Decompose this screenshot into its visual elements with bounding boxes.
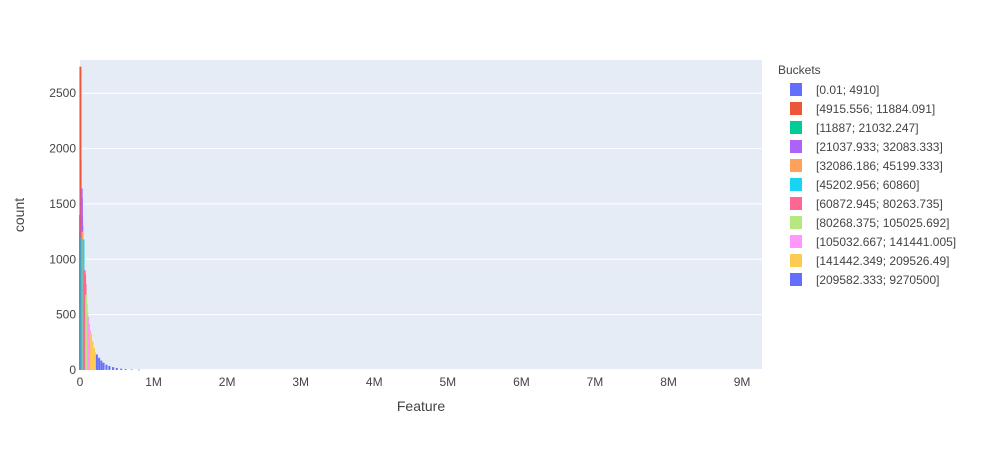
legend-swatch <box>790 178 802 191</box>
histogram-bar <box>120 368 123 370</box>
legend-entry-label: [141442.349; 209526.49] <box>816 254 949 268</box>
legend-swatch <box>790 102 802 115</box>
x-tick-label: 5M <box>439 375 456 389</box>
histogram-bar <box>91 341 94 370</box>
legend-entry-label: [60872.945; 80263.735] <box>816 197 943 211</box>
histogram-bar <box>108 366 111 370</box>
histogram-bar <box>124 369 127 370</box>
x-tick-label: 0 <box>77 375 84 389</box>
legend-entry-label: [209582.333; 9270500] <box>816 273 939 287</box>
legend-swatch <box>790 216 802 229</box>
legend-entry-label: [105032.667; 141441.005] <box>816 235 956 249</box>
legend-entry-label: [0.01; 4910] <box>816 83 879 97</box>
legend-swatch <box>790 197 802 210</box>
legend-entry-label: [32086.186; 45199.333] <box>816 159 943 173</box>
histogram-bar <box>100 360 103 370</box>
legend-swatch <box>790 235 802 248</box>
legend-swatch <box>790 273 802 286</box>
histogram-bar <box>105 364 108 370</box>
y-tick-label: 500 <box>56 308 76 322</box>
legend-swatch <box>790 83 802 96</box>
legend-entry-label: [4915.556; 11884.091] <box>816 102 935 116</box>
x-axis-ticks: 0 1M 2M 3M 4M 5M 6M 7M 8M 9M <box>77 375 751 389</box>
y-axis-title: count <box>11 198 27 232</box>
legend-entry-label: [21037.933; 32083.333] <box>816 140 943 154</box>
legend-entry-label: [11887; 21032.247] <box>816 121 919 135</box>
y-axis-ticks: 0 500 1000 1500 2000 2500 <box>49 86 76 377</box>
x-tick-label: 8M <box>660 375 677 389</box>
y-tick-label: 1500 <box>49 197 76 211</box>
histogram-bar <box>88 330 91 370</box>
legend-entry-label: [45202.956; 60860] <box>816 178 919 192</box>
histogram-bar <box>90 333 93 370</box>
histogram-bar <box>95 354 98 370</box>
histogram-bar <box>115 368 118 370</box>
plot-background <box>80 60 762 370</box>
legend-swatch <box>790 121 802 134</box>
histogram-bar <box>98 357 101 370</box>
y-tick-label: 1000 <box>49 252 76 266</box>
legend-title: Buckets <box>778 63 821 77</box>
x-tick-label: 9M <box>734 375 751 389</box>
y-tick-label: 2500 <box>49 86 76 100</box>
y-tick-label: 2000 <box>49 142 76 156</box>
x-axis-title: Feature <box>397 398 445 414</box>
x-tick-label: 1M <box>145 375 162 389</box>
histogram-bar <box>137 369 140 371</box>
legend-swatch <box>790 254 802 267</box>
histogram-bar <box>92 347 95 370</box>
x-tick-label: 3M <box>292 375 309 389</box>
x-tick-label: 2M <box>219 375 236 389</box>
grid-lines <box>80 92 762 371</box>
legend-entry-label: [80268.375; 105025.692] <box>816 216 949 230</box>
histogram-bar <box>94 352 97 370</box>
bars <box>79 66 140 371</box>
x-tick-label: 7M <box>587 375 604 389</box>
histogram-bar <box>130 369 133 371</box>
histogram-bar <box>112 367 115 370</box>
legend-swatch <box>790 159 802 172</box>
x-tick-label: 6M <box>513 375 530 389</box>
legend: Buckets [0.01; 4910] [4915.556; 11884.091… <box>778 63 956 287</box>
histogram-bar <box>102 362 105 370</box>
x-tick-label: 4M <box>366 375 383 389</box>
y-tick-label: 0 <box>69 363 76 377</box>
legend-swatch <box>790 140 802 153</box>
